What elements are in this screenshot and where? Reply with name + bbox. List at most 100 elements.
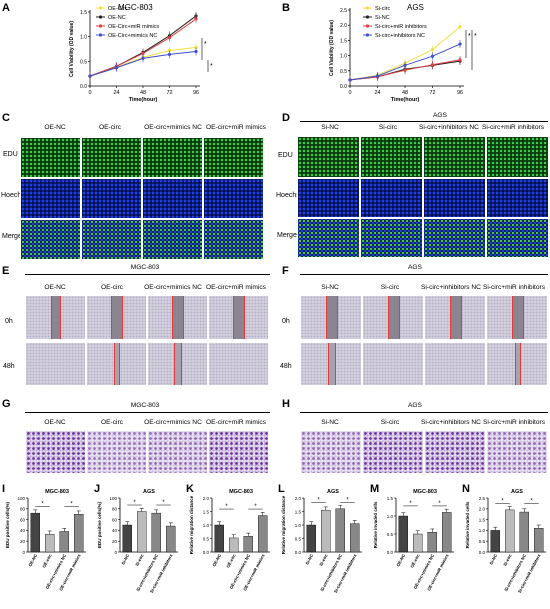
y-axis-label: Cell Viability (OD value)	[69, 21, 75, 77]
merge-image	[20, 219, 81, 260]
edu-header: OE-circ	[99, 124, 121, 131]
transwell-header: Si-circ	[380, 419, 400, 426]
wound-image	[25, 342, 86, 386]
panel-label-e: E	[2, 265, 10, 277]
legend-label: Si-circ+miR inhibitors	[375, 24, 427, 30]
chart-title: AGS	[327, 489, 339, 495]
data-point	[375, 74, 380, 78]
merge-image	[297, 218, 360, 258]
y-tick-label: 20	[20, 539, 26, 544]
wound-title: MGC-803	[130, 264, 160, 271]
bar	[166, 525, 176, 553]
edu-row-label: Hoechst	[276, 192, 302, 199]
x-tick-label: OE-NC	[395, 553, 406, 567]
x-tick-label: Si-NC	[304, 553, 314, 565]
panel-label-k: K	[186, 483, 194, 495]
x-axis-label: Time(hour)	[391, 97, 420, 103]
bar	[229, 537, 239, 553]
line-chart-a: MGC-803 0.0 0.5 1.0 1.5 0 24 48 72 96 Time(hour) Ce…	[69, 3, 213, 103]
sig-marker: *	[254, 504, 257, 510]
panel-label-f: F	[282, 265, 289, 277]
x-tick-label: 0	[88, 90, 91, 96]
panel-label-i: I	[2, 483, 6, 495]
x-tick-label: Si-circ	[502, 553, 513, 567]
data-point	[167, 52, 172, 57]
wound-image	[208, 342, 269, 386]
y-axis-label: Cell Viability (OD value)	[329, 20, 335, 76]
legend-marker	[98, 33, 103, 37]
y-tick-label: 0.0	[387, 550, 394, 555]
edu-row-label: Hoechst	[1, 192, 27, 199]
sig-marker: *	[317, 497, 320, 503]
wound-image	[300, 342, 362, 386]
transwell-panel-mgc: MGC-803 OE-NC OE-circ OE-circ+mimics NC …	[0, 392, 275, 478]
x-tick-label: Si-NC	[120, 553, 130, 565]
data-point	[194, 49, 198, 54]
data-point	[141, 56, 145, 60]
data-point	[430, 63, 435, 67]
wound-image	[362, 342, 424, 386]
edu-header: OE-circ+miR mimics	[206, 124, 266, 131]
sig-marker: *	[468, 33, 471, 40]
sig-marker: *	[41, 502, 44, 508]
x-tick-label: 0	[348, 90, 351, 96]
bar	[534, 528, 544, 553]
edu-title: AGS	[433, 112, 447, 119]
wound-header: OE-NC	[44, 284, 66, 291]
edu-image	[297, 136, 360, 178]
data-point	[194, 17, 198, 21]
transwell-image	[86, 430, 147, 474]
legend-marker	[365, 15, 370, 19]
bar	[151, 512, 161, 553]
wound-image	[300, 295, 362, 340]
x-tick-label: OE-NC	[211, 553, 222, 567]
legend-marker	[98, 6, 103, 10]
y-tick-label: 0	[114, 550, 117, 555]
bar	[505, 509, 515, 553]
legend-label: OE-NC	[108, 15, 126, 21]
hoechst-image	[142, 178, 203, 219]
wound-panel-mgc: MGC-803 OE-NC OE-circ OE-circ+mimics NC …	[0, 262, 275, 390]
y-tick-label: 0.0	[203, 550, 210, 555]
y-tick-label: 0.0	[80, 84, 87, 90]
y-tick-label: 2.0	[340, 23, 347, 29]
panel-label-a: A	[2, 2, 10, 14]
chart-title: MGC-803	[118, 3, 153, 12]
hoechst-image	[81, 178, 142, 219]
data-point	[403, 63, 407, 67]
wound-header: OE-circ+mimics NC	[144, 284, 202, 291]
y-tick-label: 1.5	[80, 10, 87, 16]
bar	[45, 533, 55, 553]
panel-label-d: D	[282, 112, 290, 124]
wound-header: Si-circ+miR inhibitors	[482, 284, 546, 291]
transwell-image	[208, 430, 269, 474]
bar-chart-k: MGC-803 0.0 0.5 1.0 1.5 2.0 Relative migration…	[189, 489, 270, 592]
x-tick-label: OE-circ	[409, 553, 421, 569]
bar	[243, 536, 253, 553]
wound-header: Si-NC	[321, 284, 339, 291]
bar-chart-i: MGC-803 0 20 40 60 80 100 EDU positive cells(%)…	[5, 489, 86, 592]
data-point	[403, 68, 407, 72]
merge-image	[142, 219, 203, 260]
panel-label-l: L	[278, 483, 285, 495]
y-tick-label: 20	[112, 539, 118, 544]
y-tick-label: 40	[20, 528, 26, 533]
bar	[398, 515, 408, 553]
transwell-image	[424, 430, 486, 474]
bar	[306, 524, 316, 553]
wound-row-label: 48h	[3, 363, 15, 370]
transwell-header: Si-circ+miR inhibitors	[482, 419, 546, 426]
y-axis-label: Relative migration distance	[189, 495, 194, 554]
wound-image	[86, 295, 147, 340]
sig-marker: *	[474, 33, 477, 40]
panel-label-b: B	[282, 2, 290, 14]
transwell-title: AGS	[408, 402, 422, 409]
x-tick-label: 48	[140, 90, 146, 96]
y-tick-label: 1.0	[203, 523, 210, 528]
wound-row-label: 0h	[5, 318, 13, 325]
wound-image	[424, 295, 486, 340]
y-tick-label: 100	[109, 496, 117, 501]
y-axis-label: EDU positive cells(%)	[97, 501, 102, 548]
bar-chart-j: AGS 0 20 40 60 80 100 EDU positive cells(%) Si-N…	[97, 489, 178, 594]
edu-header: Si-circ+miR inhibitors	[481, 124, 545, 131]
